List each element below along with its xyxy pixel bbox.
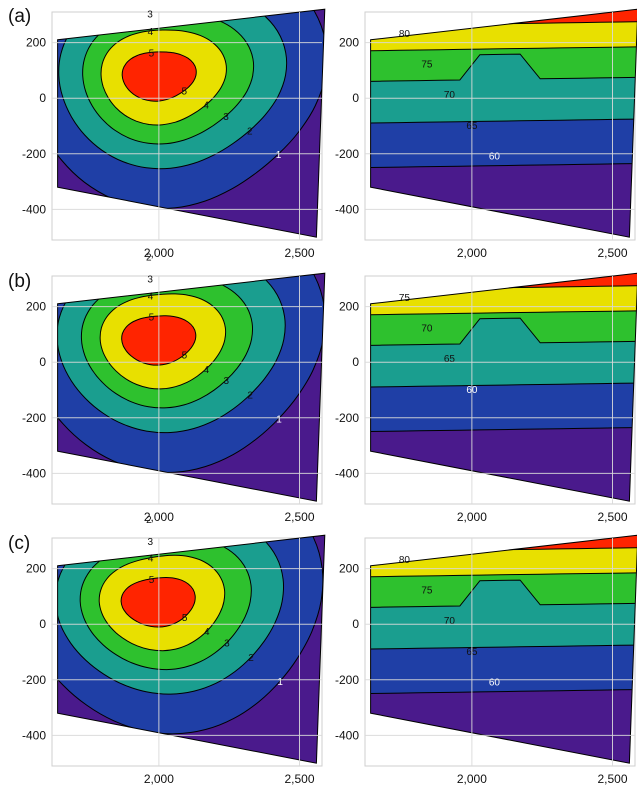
contour-label: 5 bbox=[149, 48, 155, 59]
y-tick-label: -400 bbox=[22, 466, 46, 480]
y-tick-label: 0 bbox=[352, 355, 359, 369]
contour-label: 3 bbox=[147, 10, 153, 21]
contour-label: 60 bbox=[489, 677, 501, 688]
y-tick-label: -400 bbox=[22, 728, 46, 742]
y-tick-label: 0 bbox=[352, 617, 359, 631]
contour-label: 4 bbox=[204, 365, 210, 376]
contour-label: 5 bbox=[182, 613, 188, 624]
y-tick-label: -200 bbox=[22, 411, 46, 425]
contour-label: 2 bbox=[146, 252, 152, 263]
x-tick-label: 2,500 bbox=[284, 246, 314, 260]
contour-label: 4 bbox=[148, 554, 154, 565]
contour-label: 5 bbox=[182, 351, 188, 362]
x-tick-label: 2,000 bbox=[144, 510, 174, 524]
chart-b-left: 1 1 2 2 3 3 4 4 5 5 2,000 2,500 200 0 -200 -400 bbox=[22, 217, 326, 524]
contour-label: 4 bbox=[203, 101, 209, 112]
x-tick-label: 2,000 bbox=[457, 246, 487, 260]
contour-label: 1 bbox=[143, 480, 149, 491]
contour-label: 3 bbox=[223, 112, 229, 123]
contour-label: 1 bbox=[277, 677, 283, 688]
panel-label-a: (a) bbox=[8, 6, 32, 27]
contour-label: 1 bbox=[276, 414, 282, 425]
contour-label: 80 bbox=[399, 555, 411, 566]
contour-label: 75 bbox=[399, 293, 411, 304]
y-tick-label: -400 bbox=[335, 728, 359, 742]
contour-label: 70 bbox=[421, 324, 433, 335]
y-tick-label: 200 bbox=[26, 300, 46, 314]
contour-label: 4 bbox=[148, 27, 154, 38]
y-tick-label: -200 bbox=[335, 147, 359, 161]
contour-label: 70 bbox=[444, 90, 456, 101]
x-tick-label: 2,500 bbox=[597, 246, 627, 260]
x-tick-label: 2,500 bbox=[284, 772, 314, 786]
y-tick-label: -200 bbox=[335, 411, 359, 425]
contour-label: 3 bbox=[148, 537, 154, 548]
y-tick-label: -200 bbox=[22, 673, 46, 687]
contour-label: 1 bbox=[143, 217, 149, 228]
y-tick-label: 200 bbox=[339, 562, 359, 576]
y-tick-label: 0 bbox=[39, 355, 46, 369]
y-tick-label: 200 bbox=[26, 36, 46, 50]
contour-label: 70 bbox=[444, 616, 456, 627]
y-tick-label: 200 bbox=[339, 36, 359, 50]
y-tick-label: -400 bbox=[22, 202, 46, 216]
contour-label: 80 bbox=[399, 29, 411, 40]
contour-label: 3 bbox=[147, 274, 153, 285]
contour-label: 2 bbox=[247, 391, 253, 402]
contour-label: 3 bbox=[224, 638, 230, 649]
panel-label-c: (c) bbox=[8, 533, 31, 554]
x-tick-label: 2,000 bbox=[144, 772, 174, 786]
x-tick-label: 2,500 bbox=[284, 510, 314, 524]
contour-label: 75 bbox=[421, 586, 433, 597]
contour-label: 2 bbox=[248, 653, 254, 664]
contour-label: 1 bbox=[276, 150, 282, 161]
panel-label-b: (b) bbox=[8, 271, 32, 292]
contour-band-5 bbox=[120, 576, 196, 628]
x-tick-label: 2,000 bbox=[457, 510, 487, 524]
contour-label: 3 bbox=[223, 376, 229, 387]
y-tick-label: 0 bbox=[352, 91, 359, 105]
contour-label: 5 bbox=[149, 313, 155, 324]
contour-label: 75 bbox=[421, 60, 433, 71]
chart-a-left: 1 1 2 2 3 3 4 4 5 5 2,000 2,500 200 0 -200 -400 bbox=[22, 8, 326, 260]
y-tick-label: -400 bbox=[335, 202, 359, 216]
contour-label: 2 bbox=[146, 515, 152, 526]
contour-label: 2 bbox=[247, 126, 253, 137]
x-tick-label: 2,500 bbox=[597, 772, 627, 786]
y-tick-label: -400 bbox=[335, 466, 359, 480]
contour-label: 60 bbox=[489, 151, 501, 162]
y-tick-label: 200 bbox=[26, 562, 46, 576]
contour-label: 4 bbox=[204, 627, 210, 638]
y-tick-label: 200 bbox=[339, 300, 359, 314]
y-tick-label: 0 bbox=[39, 617, 46, 631]
x-tick-label: 2,500 bbox=[597, 510, 627, 524]
contour-label: 4 bbox=[148, 291, 154, 302]
y-tick-label: 0 bbox=[39, 91, 46, 105]
y-tick-label: -200 bbox=[22, 147, 46, 161]
contour-label: 65 bbox=[444, 354, 456, 365]
y-tick-label: -200 bbox=[335, 673, 359, 687]
x-tick-label: 2,000 bbox=[144, 246, 174, 260]
chart-c-left: 1 1 2 2 3 3 4 4 5 5 2,000 2,500 200 0 -200 -400 bbox=[22, 480, 326, 786]
x-tick-label: 2,000 bbox=[457, 772, 487, 786]
contour-label: 5 bbox=[149, 575, 155, 586]
contour-label: 5 bbox=[182, 87, 188, 98]
